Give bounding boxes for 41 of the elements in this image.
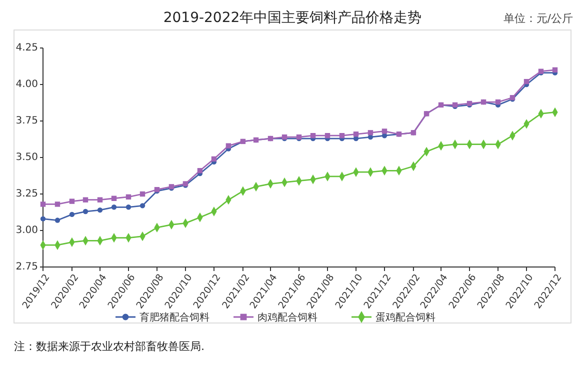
y-tick-label: 3.50 [16,152,38,163]
point [69,212,75,218]
point [111,204,117,210]
point [40,216,46,222]
point [82,197,88,202]
point [40,202,46,207]
point [140,191,146,197]
chart-title: 2019-2022年中国主要饲料产品价格走势 [163,10,422,26]
text: 注：数据来源于农业农村部畜牧兽医局. [14,340,204,353]
point [495,99,501,105]
point [339,133,345,138]
point [126,194,132,200]
point [97,197,103,202]
point [353,132,359,137]
y-tick-label: 3.00 [16,225,38,236]
point [524,78,530,84]
legend-label: 育肥猪配合饲料 [140,312,210,324]
chart-subtitle: 单位：元/公斤 [503,12,573,25]
point [54,218,60,223]
point [97,207,103,213]
point [324,133,330,138]
y-tick-label: 4.25 [16,42,38,54]
legend-label: 蛋鸡配合饲料 [376,312,436,324]
point [310,133,316,138]
point [54,202,60,207]
point [226,143,232,148]
y-tick-label: 4.00 [16,79,38,90]
point [211,156,217,162]
point [82,208,88,214]
legend-label: 肉鸡配合饲料 [258,312,318,324]
point [140,203,146,208]
point [126,204,132,210]
point [69,198,75,204]
y-tick-label: 2.75 [16,262,38,272]
y-tick-label: 3.25 [16,188,38,200]
point [552,67,558,72]
y-tick-label: 3.75 [16,116,38,126]
point [197,168,203,174]
point [382,128,388,134]
point [111,196,117,201]
point [368,130,374,136]
